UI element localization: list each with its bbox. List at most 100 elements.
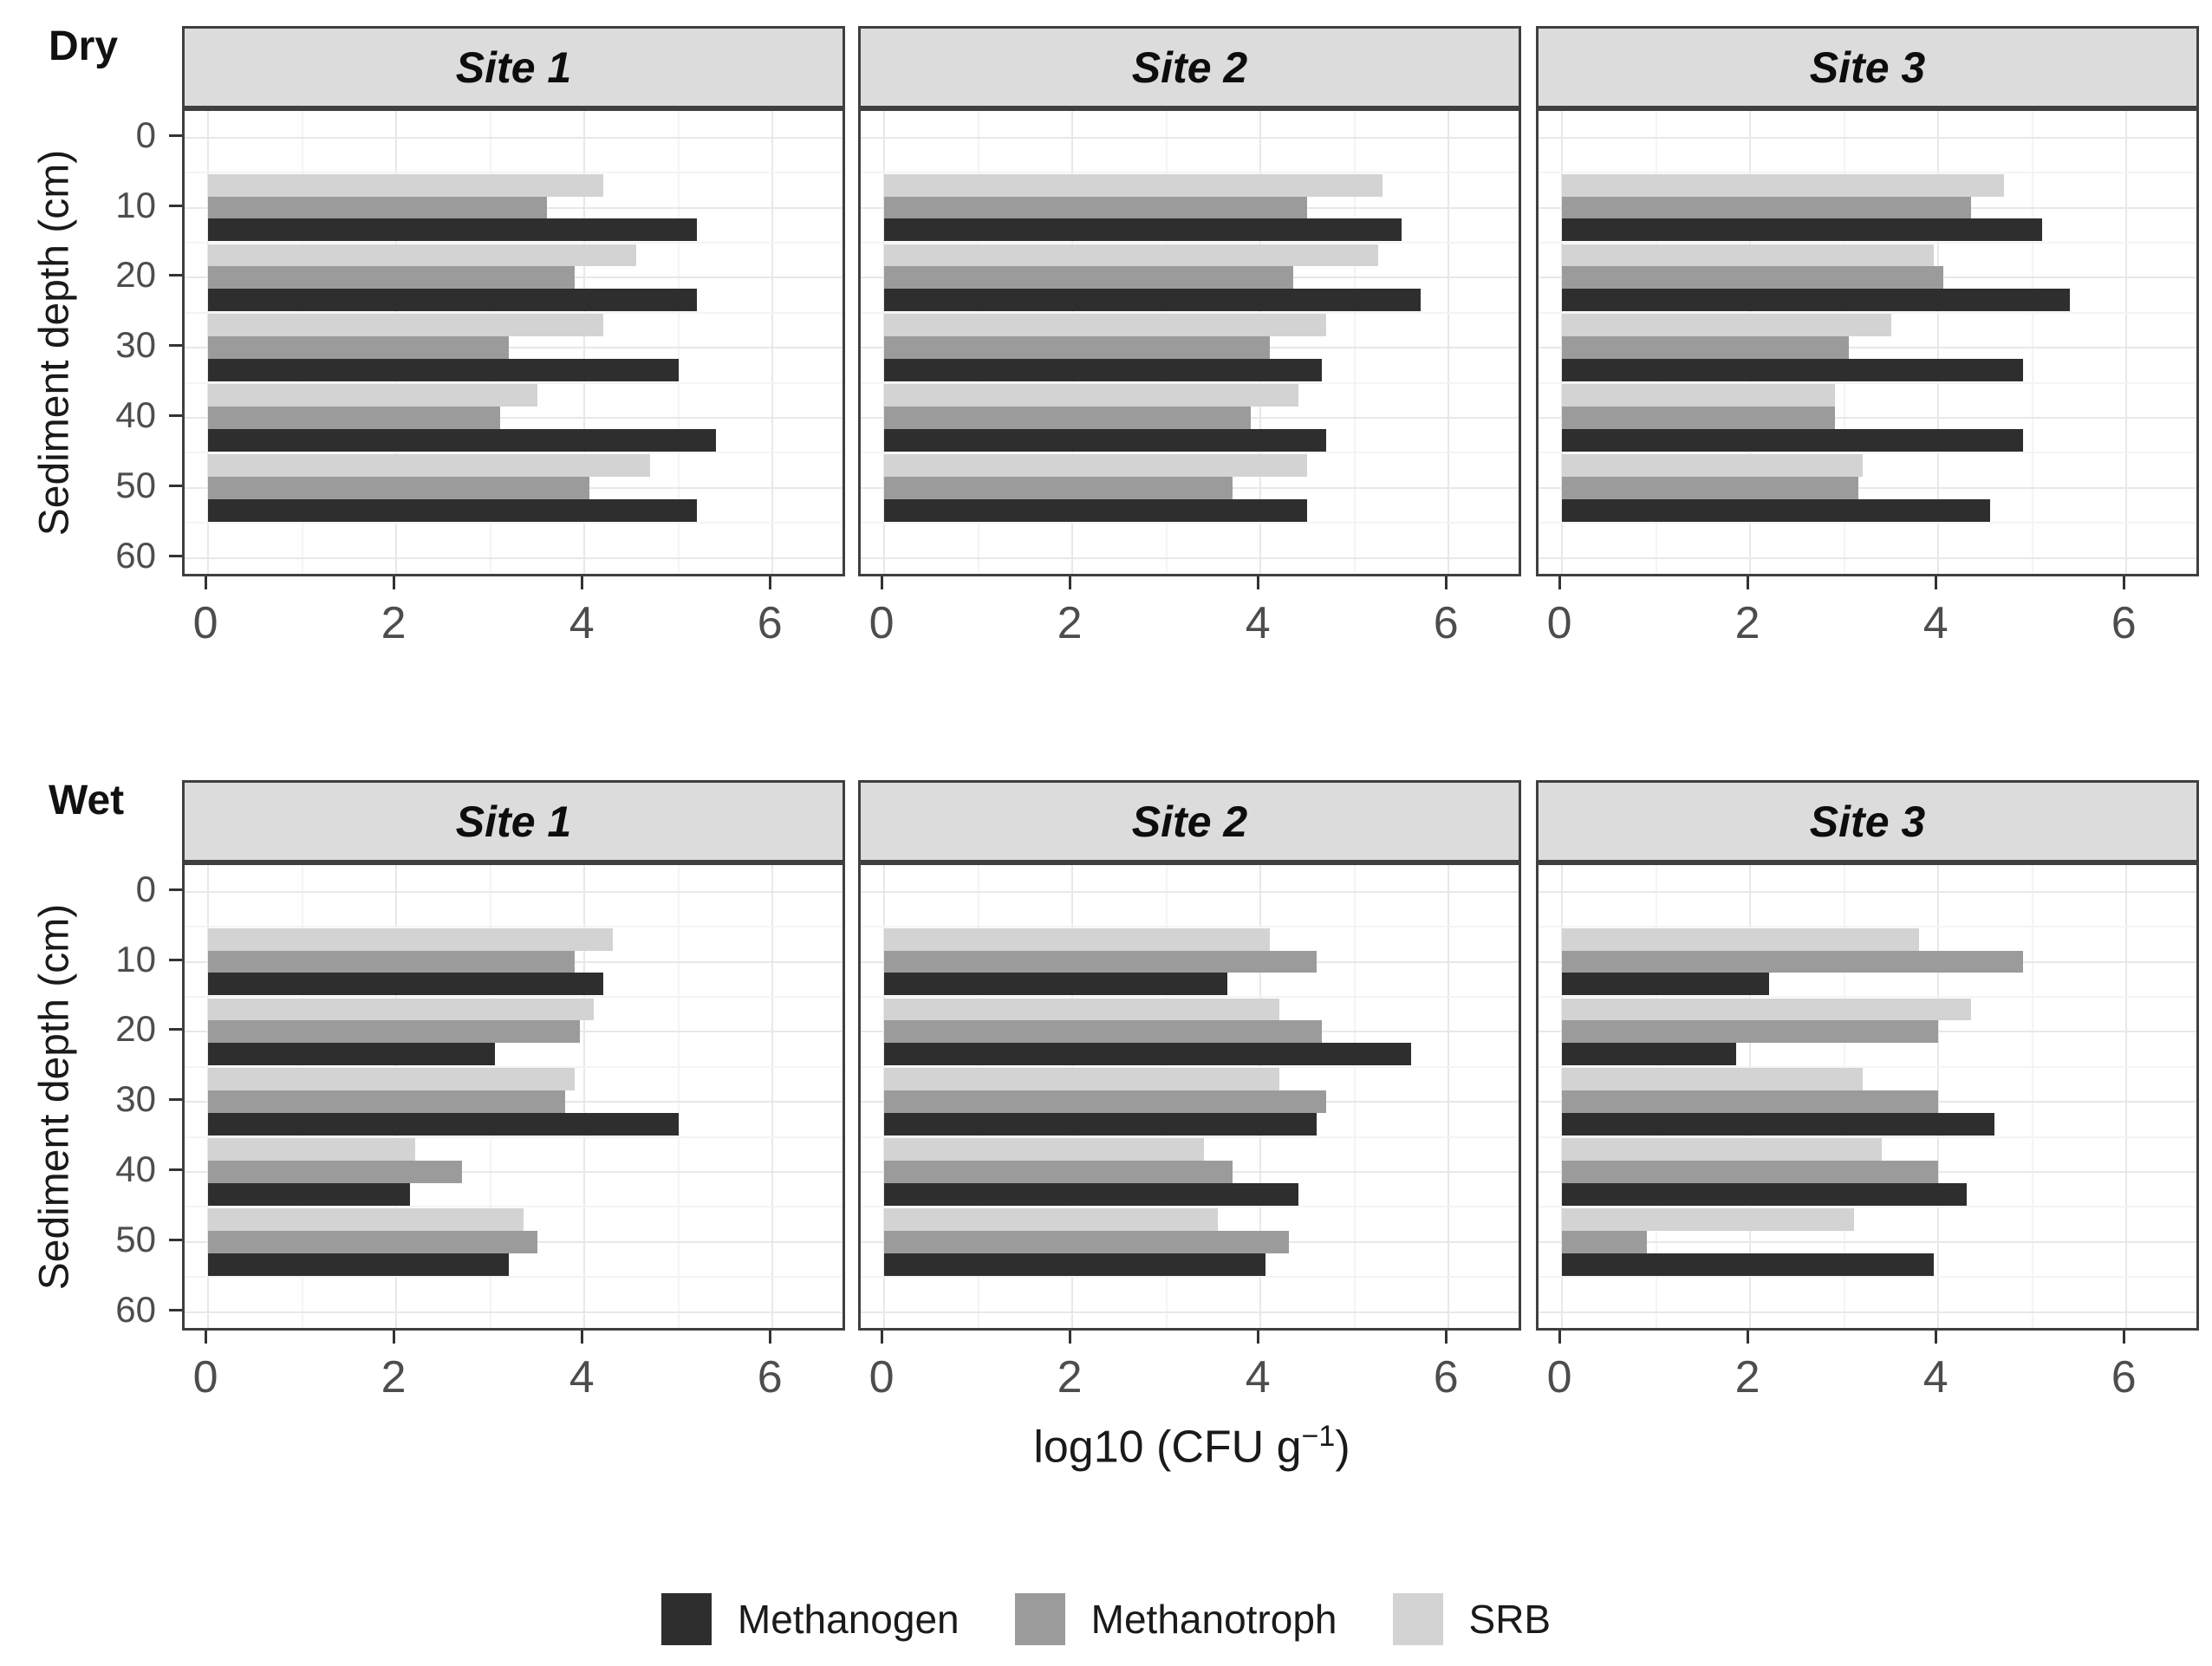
facet-strip-dry-site-2: Site 2 bbox=[858, 26, 1521, 108]
x-tick-mark-2 bbox=[393, 576, 396, 589]
y-tick-label-10: 10 bbox=[115, 938, 156, 979]
y-tick-mark-0 bbox=[169, 133, 182, 137]
bar-dry-site-1-50cm-srb bbox=[208, 454, 651, 477]
bar-wet-site-2-30cm-methanotroph bbox=[884, 1090, 1327, 1114]
panel-wet-site-2 bbox=[858, 862, 1521, 1331]
bar-dry-site-2-10cm-srb bbox=[884, 173, 1383, 197]
gridline-y-5 bbox=[185, 926, 843, 928]
bar-dry-site-3-40cm-methanotroph bbox=[1562, 407, 1835, 429]
y-tick-mark-30 bbox=[169, 344, 182, 348]
gridline-y-25 bbox=[1539, 1065, 2196, 1068]
x-tick-mark-6 bbox=[2123, 576, 2126, 589]
y-tick-label-20: 20 bbox=[115, 1008, 156, 1050]
gridline-y-60 bbox=[185, 556, 843, 559]
gridline-x-4 bbox=[1937, 865, 1940, 1328]
bar-wet-site-3-20cm-srb bbox=[1562, 998, 1972, 1021]
bar-dry-site-1-40cm-methanotroph bbox=[208, 407, 500, 429]
bar-dry-site-2-10cm-methanotroph bbox=[884, 196, 1308, 219]
x-tick-label-2: 2 bbox=[1057, 1352, 1083, 1402]
bar-dry-site-1-30cm-srb bbox=[208, 314, 603, 337]
gridline-y-60 bbox=[861, 556, 1519, 559]
bar-dry-site-3-10cm-methanotroph bbox=[1562, 196, 1972, 219]
bar-wet-site-1-10cm-methanogen bbox=[208, 973, 603, 996]
x-tick-mark-6 bbox=[1445, 576, 1448, 589]
bar-dry-site-2-40cm-srb bbox=[884, 384, 1298, 407]
gridline-y-55 bbox=[185, 522, 843, 524]
gridline-y-5 bbox=[185, 172, 843, 174]
gridline-y-60 bbox=[861, 1311, 1519, 1313]
gridline-y-25 bbox=[185, 1065, 843, 1068]
x-tick-label-6: 6 bbox=[2111, 1352, 2137, 1402]
gridline-y-40 bbox=[1539, 417, 2196, 420]
bar-dry-site-2-30cm-methanotroph bbox=[884, 336, 1271, 360]
gridline-y-5 bbox=[861, 926, 1519, 928]
bar-wet-site-3-10cm-srb bbox=[1562, 927, 1920, 951]
x-tick-mark-4 bbox=[1935, 1331, 1938, 1344]
gridline-y-0 bbox=[1539, 890, 2196, 893]
bar-wet-site-2-40cm-srb bbox=[884, 1138, 1205, 1162]
gridline-y-45 bbox=[861, 452, 1519, 454]
gridline-x-4 bbox=[1937, 111, 1940, 574]
legend-item-methanogen: Methanogen bbox=[660, 1593, 960, 1645]
bar-dry-site-2-40cm-methanogen bbox=[884, 429, 1327, 452]
y-tick-label-0: 0 bbox=[135, 114, 156, 155]
gridline-y-35 bbox=[185, 1136, 843, 1138]
bar-wet-site-2-50cm-methanogen bbox=[884, 1253, 1265, 1276]
bar-dry-site-1-30cm-methanogen bbox=[208, 359, 679, 382]
gridline-x-5 bbox=[677, 111, 680, 574]
bar-dry-site-3-50cm-srb bbox=[1562, 454, 1864, 477]
x-tick-mark-6 bbox=[769, 576, 772, 589]
bar-dry-site-3-30cm-srb bbox=[1562, 314, 1891, 337]
gridline-y-15 bbox=[185, 995, 843, 998]
bar-wet-site-1-10cm-srb bbox=[208, 927, 613, 951]
x-tick-label-2: 2 bbox=[1057, 598, 1083, 648]
gridline-x-5 bbox=[677, 865, 680, 1328]
x-axis-title: log10 (CFU g−1) bbox=[182, 1420, 2202, 1473]
gridline-x-6 bbox=[2125, 111, 2128, 574]
gridline-y-35 bbox=[185, 381, 843, 384]
facet-strip-dry-site-1: Site 1 bbox=[182, 26, 845, 108]
bar-wet-site-1-10cm-methanotroph bbox=[208, 950, 576, 973]
bar-dry-site-2-30cm-srb bbox=[884, 314, 1327, 337]
x-axis-title-main: log10 (CFU g bbox=[1033, 1422, 1302, 1473]
bar-dry-site-3-50cm-methanotroph bbox=[1562, 476, 1858, 499]
y-tick-label-20: 20 bbox=[115, 254, 156, 296]
bar-wet-site-2-30cm-methanogen bbox=[884, 1113, 1317, 1136]
bar-dry-site-1-40cm-srb bbox=[208, 384, 537, 407]
bar-wet-site-2-10cm-methanogen bbox=[884, 973, 1228, 996]
x-tick-mark-0 bbox=[205, 576, 208, 589]
bar-wet-site-3-50cm-srb bbox=[1562, 1208, 1854, 1231]
x-tick-mark-4 bbox=[581, 576, 584, 589]
x-tick-label-6: 6 bbox=[1433, 1352, 1459, 1402]
gridline-y-5 bbox=[1539, 172, 2196, 174]
gridline-y-50 bbox=[1539, 1240, 2196, 1243]
bar-wet-site-3-20cm-methanotroph bbox=[1562, 1020, 1939, 1044]
x-tick-label-4: 4 bbox=[569, 598, 595, 648]
x-tick-label-0: 0 bbox=[192, 1352, 218, 1402]
gridline-x-6 bbox=[771, 111, 774, 574]
bar-dry-site-1-20cm-methanotroph bbox=[208, 266, 576, 290]
gridline-y-35 bbox=[861, 1136, 1519, 1138]
gridline-y-45 bbox=[1539, 452, 2196, 454]
bar-wet-site-1-20cm-srb bbox=[208, 998, 595, 1021]
bar-wet-site-2-50cm-srb bbox=[884, 1208, 1219, 1231]
x-tick-mark-4 bbox=[581, 1331, 584, 1344]
y-tick-mark-20 bbox=[169, 1028, 182, 1031]
bar-dry-site-1-10cm-methanotroph bbox=[208, 196, 547, 219]
gridline-y-15 bbox=[861, 995, 1519, 998]
gridline-y-40 bbox=[185, 417, 843, 420]
panel-wet-site-1 bbox=[182, 862, 845, 1331]
gridline-y-60 bbox=[1539, 1311, 2196, 1313]
bar-dry-site-3-20cm-methanotroph bbox=[1562, 266, 1943, 290]
bar-dry-site-3-10cm-srb bbox=[1562, 173, 2005, 197]
bar-dry-site-2-20cm-methanogen bbox=[884, 289, 1421, 312]
y-tick-label-30: 30 bbox=[115, 324, 156, 366]
x-tick-mark-6 bbox=[769, 1331, 772, 1344]
bar-dry-site-2-50cm-methanogen bbox=[884, 498, 1308, 522]
bar-wet-site-3-50cm-methanogen bbox=[1562, 1253, 1934, 1276]
gridline-x-5 bbox=[2031, 111, 2033, 574]
x-tick-label-2: 2 bbox=[1734, 1352, 1760, 1402]
y-tick-mark-40 bbox=[169, 1168, 182, 1172]
gridline-y-45 bbox=[1539, 1206, 2196, 1208]
gridline-y-0 bbox=[1539, 136, 2196, 139]
